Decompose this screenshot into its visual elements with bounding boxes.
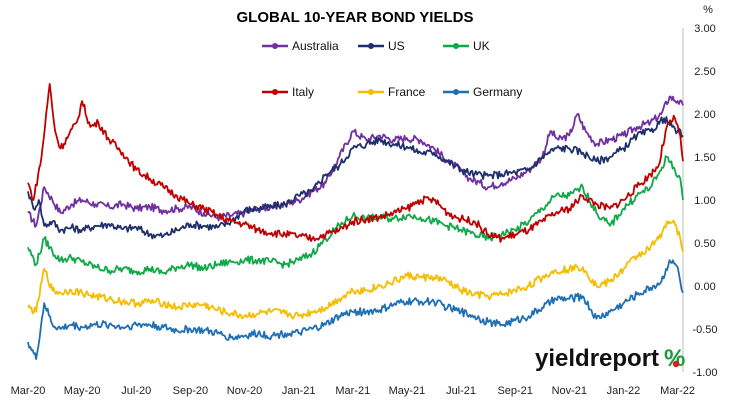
y-tick-label: -0.50: [692, 324, 717, 336]
x-tick-label: Mar-22: [660, 385, 695, 397]
y-axis-unit-label: %: [703, 4, 713, 16]
legend-marker: [368, 43, 374, 49]
legend-marker: [453, 43, 459, 49]
chart-title: GLOBAL 10-YEAR BOND YIELDS: [237, 9, 474, 26]
y-tick-label: 1.50: [694, 152, 715, 164]
x-tick-label: Jul-20: [121, 385, 151, 397]
y-axis-ticks: 3.00 2.50 2.00 1.50 1.00 0.50 0.00 -0.50 -1.00: [692, 23, 717, 379]
series-line-us: [27, 116, 684, 240]
x-tick-label: Sep-21: [497, 385, 532, 397]
y-tick-label: 2.50: [694, 66, 715, 78]
x-tick-label: Nov-20: [227, 385, 262, 397]
series-line-italy: [27, 83, 684, 243]
legend-marker: [272, 43, 278, 49]
x-axis-ticks: Mar-20 May-20 Jul-20 Sep-20 Nov-20 Jan-21 Mar-…: [11, 385, 695, 397]
plot-area: [27, 28, 684, 372]
legend-label: US: [388, 39, 405, 53]
legend-item-italy: Italy: [262, 85, 314, 99]
y-tick-label: 0.00: [694, 281, 715, 293]
legend-item-uk: UK: [443, 39, 490, 53]
legend-label: UK: [473, 39, 490, 53]
y-tick-label: 3.00: [694, 23, 715, 35]
legend-item-australia: Australia: [262, 39, 339, 53]
legend-label: Australia: [292, 39, 339, 53]
x-tick-label: Jul-21: [446, 385, 476, 397]
legend-item-germany: Germany: [443, 85, 522, 99]
legend-item-us: US: [358, 39, 405, 53]
x-tick-label: Jan-21: [282, 385, 316, 397]
yieldreport-logo: yieldreport %: [535, 345, 685, 372]
y-tick-label: 1.00: [694, 195, 715, 207]
legend-label: Italy: [292, 85, 314, 99]
legend: Australia US UK Italy France Germany: [262, 39, 522, 99]
x-tick-label: May-20: [64, 385, 101, 397]
legend-marker: [272, 89, 278, 95]
series-line-france: [27, 219, 684, 320]
x-tick-label: Sep-20: [173, 385, 208, 397]
series-line-australia: [27, 95, 684, 228]
series-line-germany: [27, 259, 684, 360]
y-tick-label: -1.00: [692, 367, 717, 379]
logo-wordmark: yieldreport: [535, 345, 659, 372]
logo-percent-sign: %: [664, 345, 685, 372]
y-tick-label: 2.00: [694, 109, 715, 121]
x-tick-label: May-21: [389, 385, 426, 397]
series-line-uk: [27, 155, 684, 276]
x-tick-label: Nov-21: [552, 385, 587, 397]
legend-marker: [453, 89, 459, 95]
legend-label: France: [388, 85, 426, 99]
y-tick-label: 0.50: [694, 238, 715, 250]
x-tick-label: Mar-20: [11, 385, 46, 397]
x-tick-label: Jan-22: [607, 385, 641, 397]
legend-item-france: France: [358, 85, 426, 99]
logo-accent-dot: [672, 360, 680, 368]
legend-label: Germany: [473, 85, 522, 99]
legend-marker: [368, 89, 374, 95]
x-tick-label: Mar-21: [335, 385, 370, 397]
